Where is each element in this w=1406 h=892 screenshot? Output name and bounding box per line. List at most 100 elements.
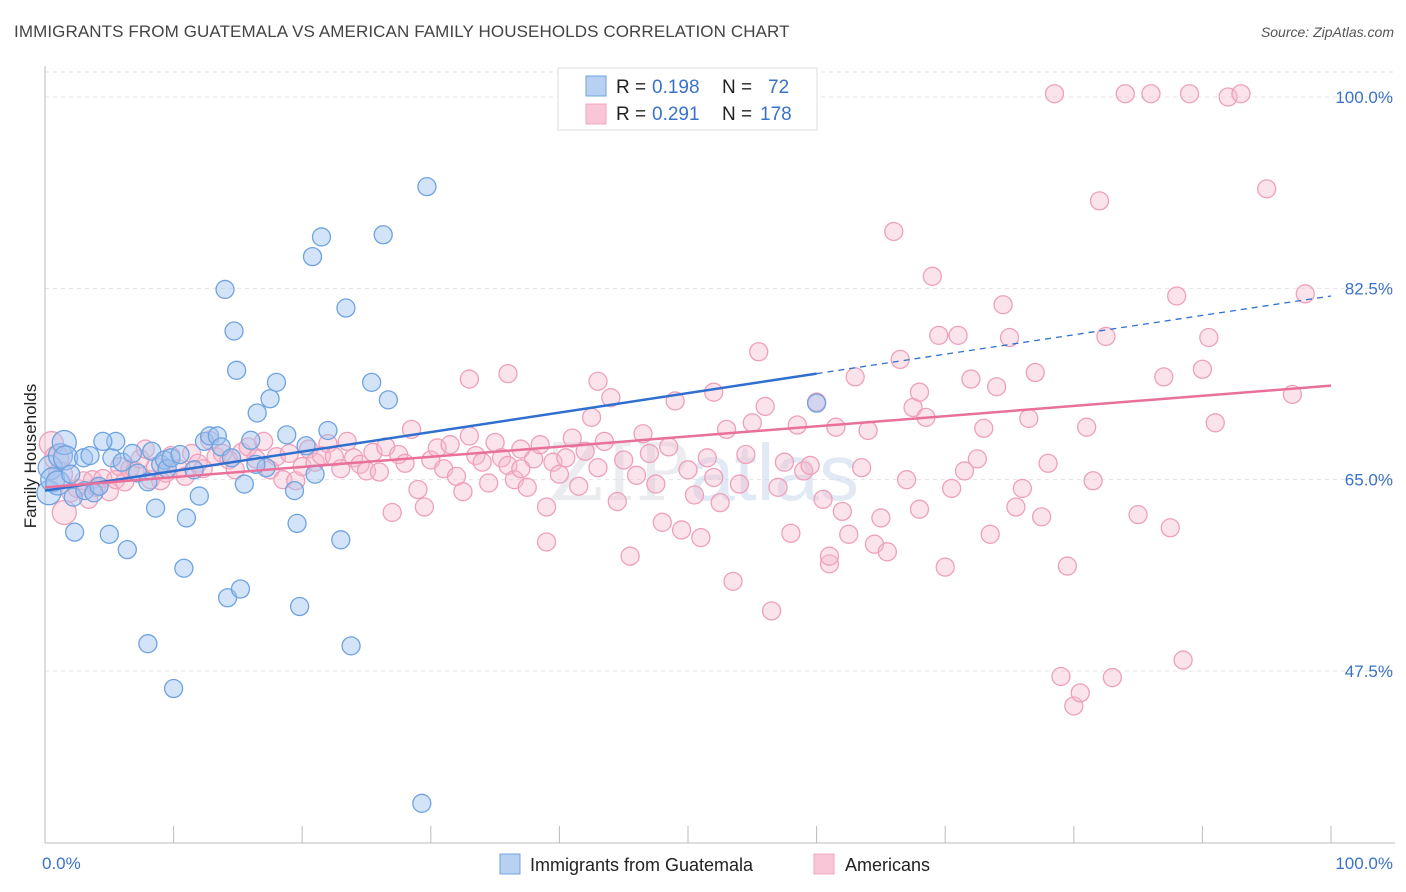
point-guatemala-63 <box>412 793 432 813</box>
point-americans-180 <box>1205 413 1225 433</box>
point-americans-113 <box>742 413 762 433</box>
point-americans-192 <box>511 459 531 479</box>
point-americans-116 <box>761 601 782 621</box>
point-americans-187 <box>909 382 930 402</box>
legend-swatch-blue <box>585 75 607 97</box>
point-guatemala-38 <box>215 279 235 300</box>
point-americans-153 <box>999 327 1020 348</box>
point-americans-156 <box>1019 408 1039 429</box>
point-guatemala-32 <box>176 508 197 528</box>
point-guatemala-22 <box>138 472 158 492</box>
legend-box: R = 0.198 N = 72 R = 0.291 N = 178 <box>557 67 818 131</box>
point-americans-114 <box>749 342 769 362</box>
point-americans-135 <box>884 221 904 242</box>
point-americans-186 <box>819 546 840 566</box>
point-americans-80 <box>530 435 550 455</box>
point-americans-168 <box>1096 326 1116 347</box>
bottom-legend-label-pink: Americans <box>845 855 930 875</box>
point-guatemala-9 <box>64 522 85 542</box>
bottom-legend-label-blue: Immigrants from Guatemala <box>530 855 754 875</box>
point-americans-83 <box>549 464 570 484</box>
point-americans-85 <box>562 428 582 448</box>
point-americans-137 <box>896 470 917 490</box>
gridlines <box>45 71 1395 672</box>
point-guatemala-12 <box>80 445 100 466</box>
y-tick-label-1: 82.5% <box>1345 279 1393 298</box>
point-americans-131 <box>858 420 878 441</box>
legend-r-value-blue: 0.198 <box>652 77 700 98</box>
point-americans-146 <box>954 461 975 481</box>
point-guatemala-15 <box>99 524 119 544</box>
point-americans-173 <box>1154 367 1174 387</box>
point-guatemala-7 <box>61 464 81 484</box>
point-americans-157 <box>1025 362 1045 383</box>
point-guatemala-68 <box>189 486 209 506</box>
point-americans-182 <box>1231 84 1251 104</box>
point-americans-162 <box>1057 556 1078 576</box>
point-americans-149 <box>974 418 994 438</box>
point-guatemala-50 <box>284 480 305 501</box>
watermark-atlas: atlas <box>690 428 859 517</box>
point-americans-165 <box>1077 417 1097 437</box>
point-americans-102 <box>671 520 692 540</box>
point-americans-129 <box>845 367 865 387</box>
point-americans-124 <box>813 489 833 509</box>
point-guatemala-64 <box>417 177 437 197</box>
point-americans-71 <box>472 452 492 472</box>
point-americans-100 <box>659 437 679 457</box>
y-tick-label-2: 65.0% <box>1345 471 1393 490</box>
point-americans-55 <box>369 462 390 482</box>
legend-r-label-pink: R = <box>616 104 646 125</box>
point-americans-72 <box>479 473 499 493</box>
legend-n-value-pink: 178 <box>760 104 792 125</box>
point-guatemala-61 <box>373 225 393 245</box>
point-americans-142 <box>929 325 949 345</box>
point-americans-104 <box>684 485 705 505</box>
point-americans-139 <box>909 499 930 519</box>
trend-line-americans <box>44 384 1332 489</box>
point-guatemala-19 <box>117 539 137 560</box>
point-americans-86 <box>569 476 589 496</box>
point-americans-62 <box>414 497 435 517</box>
trend-line-guatemala <box>44 372 817 492</box>
point-americans-141 <box>922 266 942 286</box>
point-americans-151 <box>986 377 1007 397</box>
point-americans-164 <box>1070 683 1090 703</box>
point-americans-161 <box>1051 666 1071 687</box>
point-americans-160 <box>1044 84 1065 104</box>
point-americans-105 <box>691 527 711 548</box>
x-tick-label-1: 100.0% <box>1335 854 1393 873</box>
legend-swatch-pink <box>585 103 607 125</box>
point-americans-183 <box>1257 179 1277 199</box>
point-americans-193 <box>536 532 557 552</box>
point-americans-167 <box>1089 191 1110 211</box>
point-americans-147 <box>961 369 981 389</box>
trend-line-guatemala-projection <box>816 295 1332 375</box>
legend-r-label-blue: R = <box>616 77 646 98</box>
point-guatemala-67 <box>93 431 113 452</box>
point-americans-50 <box>337 431 357 452</box>
point-americans-61 <box>408 479 428 500</box>
chart-title: IMMIGRANTS FROM GUATEMALA VS AMERICAN FA… <box>14 22 790 41</box>
point-guatemala-14 <box>89 476 109 496</box>
point-guatemala-20 <box>122 443 143 464</box>
point-americans-166 <box>1083 471 1103 491</box>
point-guatemala-54 <box>302 246 323 267</box>
point-americans-190 <box>459 369 480 389</box>
point-americans-158 <box>1032 507 1052 527</box>
point-americans-169 <box>1102 667 1123 688</box>
point-guatemala-49 <box>277 425 297 445</box>
point-guatemala-55 <box>305 464 325 484</box>
point-guatemala-65 <box>806 393 827 413</box>
point-americans-134 <box>877 542 897 562</box>
point-guatemala-51 <box>287 513 307 534</box>
point-americans-108 <box>710 492 730 513</box>
point-guatemala-8 <box>63 487 83 507</box>
point-guatemala-58 <box>336 298 356 318</box>
point-americans-89 <box>588 457 608 478</box>
point-americans-178 <box>1192 359 1213 379</box>
point-americans-155 <box>1012 478 1033 499</box>
point-guatemala-24 <box>145 498 166 518</box>
point-americans-143 <box>935 557 955 577</box>
